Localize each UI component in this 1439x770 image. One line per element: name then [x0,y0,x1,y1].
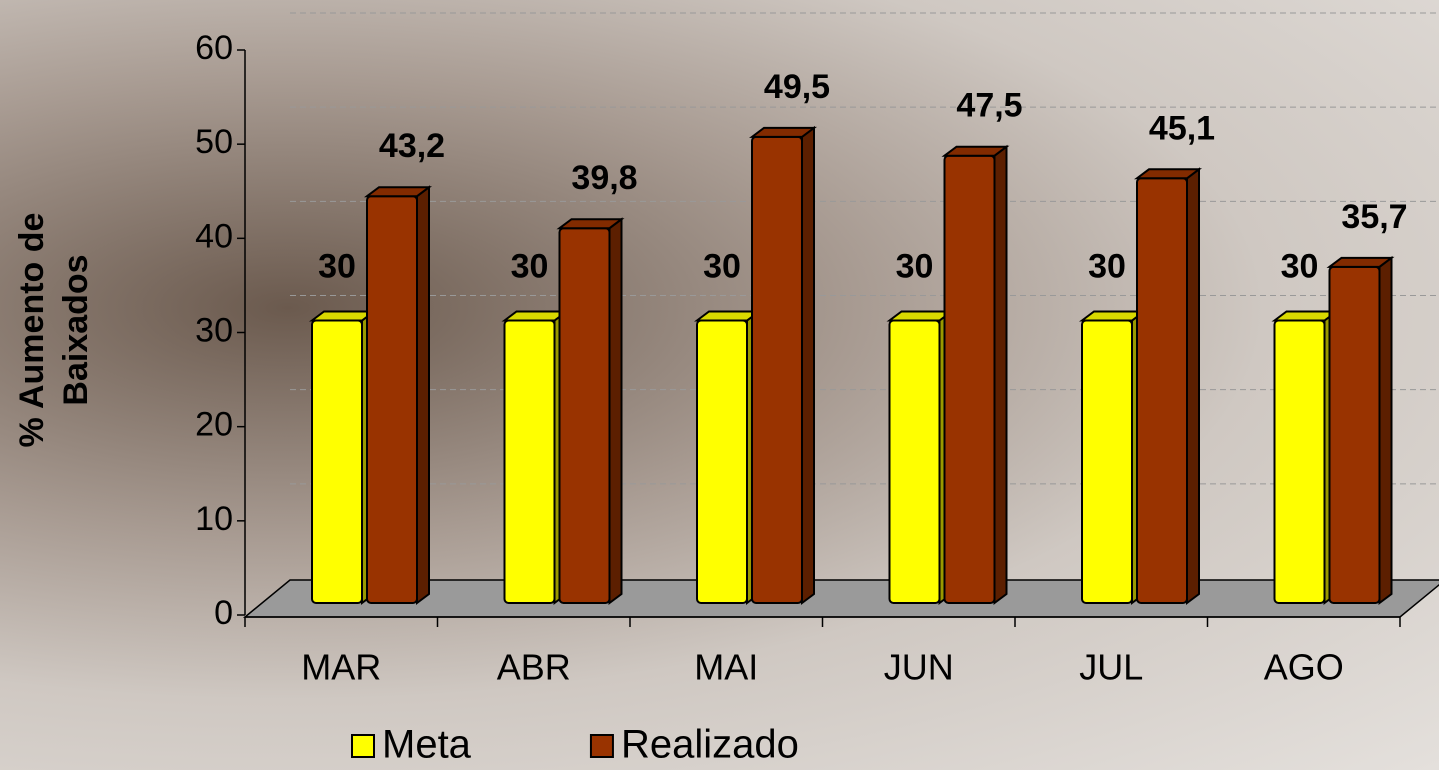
legend-label: Meta [382,723,472,767]
bar-front [1137,178,1187,603]
y-tick-label: 0 [214,594,233,632]
chart: 0 10 20 30 40 50 60 MAR 30 43,2 ABR 30 39,8 MAI 30 49,5… [0,0,1439,770]
value-label: 30 [703,247,741,285]
y-tick-label: 10 [195,500,233,538]
bar [505,312,567,604]
bar-top [1275,312,1337,321]
value-label: 43,2 [379,127,445,165]
bar-top [1137,169,1199,178]
bar-front [945,156,995,603]
bar-top [1082,312,1144,321]
value-label: 47,5 [956,87,1022,125]
bar [1275,312,1337,604]
value-label: 30 [511,247,549,285]
bar-front [1082,321,1132,604]
y-tick-label: 30 [195,311,233,349]
y-tick-label: 40 [195,217,233,255]
bar-side [1187,169,1199,603]
bar [367,187,429,603]
bar-front [890,321,940,604]
bar-top [312,312,374,321]
x-tick-label: MAR [301,647,381,688]
bar-top [1330,258,1392,267]
value-label: 30 [1281,247,1319,285]
bar-top [505,312,567,321]
x-tick-label: MAI [694,647,758,688]
bar-front [752,137,802,603]
y-tick-label: 20 [195,406,233,444]
bar-front [1330,267,1380,603]
bar-front [367,196,417,603]
bar-side [995,147,1007,603]
bar-side [802,128,814,603]
bar-front [505,321,555,604]
bar-front [560,228,610,603]
x-tick-label: JUN [884,647,954,688]
bar [697,312,759,604]
y-tick-label: 50 [195,123,233,161]
bar-front [1275,321,1325,604]
value-label: 45,1 [1149,109,1215,147]
value-label: 30 [1088,247,1126,285]
legend-label: Realizado [621,723,799,767]
bar [752,128,814,603]
x-tick-label: ABR [497,647,571,688]
x-tick-label: AGO [1264,647,1344,688]
bar [1330,258,1392,603]
value-label: 39,8 [571,159,637,197]
bar [945,147,1007,603]
x-tick-label: JUL [1079,647,1143,688]
bar-front [312,321,362,604]
bar-top [945,147,1007,156]
bar-side [417,187,429,603]
legend-swatch [352,735,374,757]
bar [560,219,622,603]
bar-top [697,312,759,321]
value-label: 35,7 [1341,198,1407,236]
bar-top [890,312,952,321]
bar-top [752,128,814,137]
bar [890,312,952,604]
bar [312,312,374,604]
y-tick-label: 60 [195,29,233,67]
value-label: 30 [896,247,934,285]
bar [1137,169,1199,603]
value-label: 30 [318,247,356,285]
bar [1082,312,1144,604]
value-label: 49,5 [764,68,830,106]
bar-top [367,187,429,196]
bar-side [1380,258,1392,603]
bar-front [697,321,747,604]
bar-top [560,219,622,228]
bar-side [610,219,622,603]
page: {"chart_data": {"type": "bar3d", "ylabel… [0,0,1439,770]
legend-swatch [591,735,613,757]
